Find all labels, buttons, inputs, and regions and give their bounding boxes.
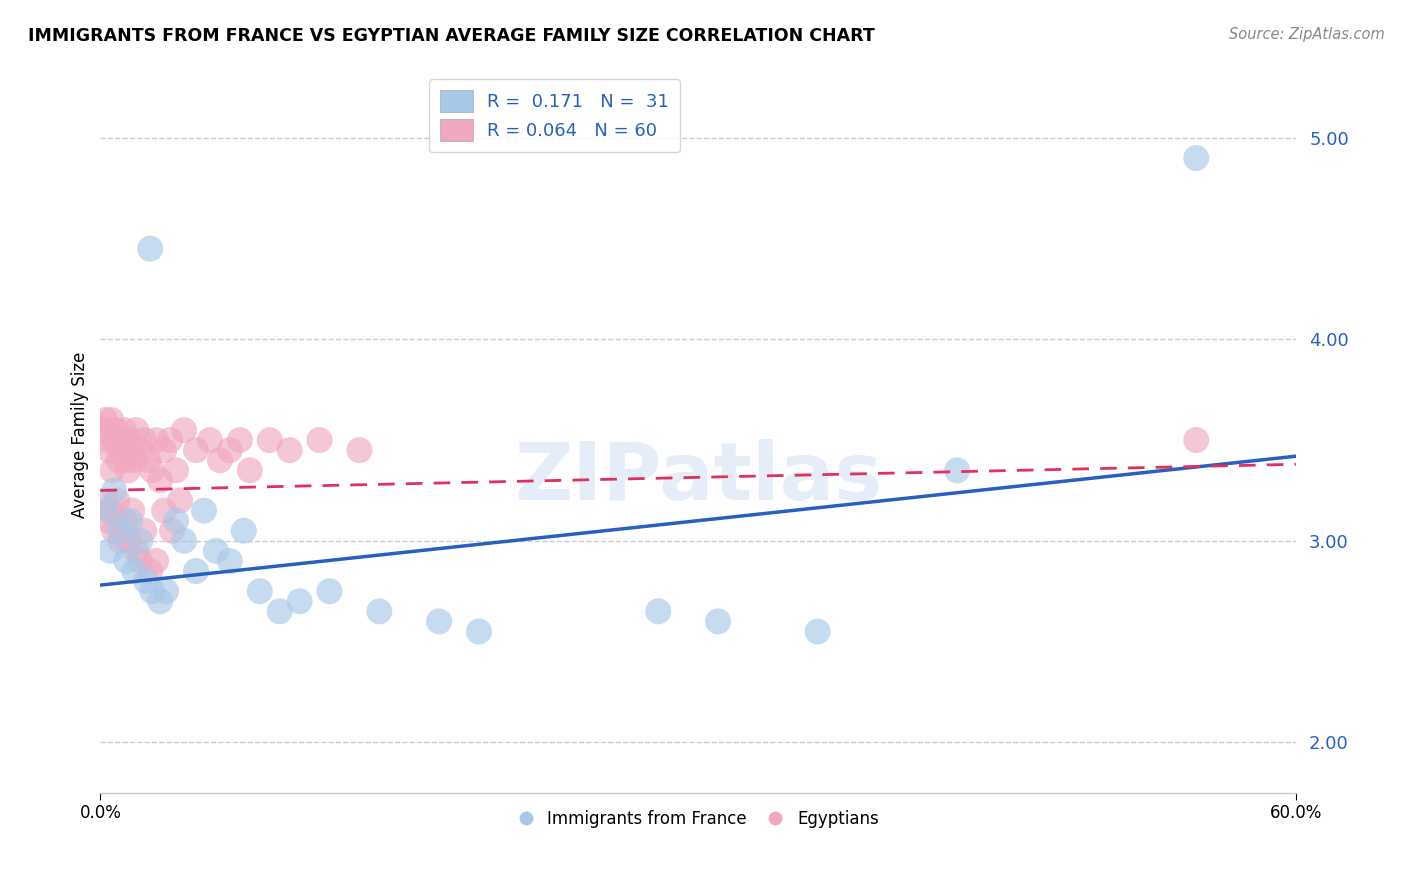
Point	[368, 604, 391, 618]
Point	[122, 564, 145, 578]
Point	[94, 493, 117, 508]
Point	[169, 493, 191, 508]
Point	[1185, 151, 1208, 165]
Point	[1185, 433, 1208, 447]
Point	[110, 533, 132, 548]
Point	[100, 413, 122, 427]
Point	[112, 423, 135, 437]
Point	[91, 423, 114, 437]
Point	[112, 514, 135, 528]
Point	[145, 433, 167, 447]
Point	[139, 242, 162, 256]
Point	[105, 423, 128, 437]
Point	[136, 453, 159, 467]
Point	[218, 443, 240, 458]
Point	[173, 423, 195, 437]
Y-axis label: Average Family Size: Average Family Size	[72, 351, 89, 518]
Point	[198, 433, 221, 447]
Point	[111, 443, 134, 458]
Point	[141, 463, 163, 477]
Point	[155, 584, 177, 599]
Point	[134, 433, 156, 447]
Point	[96, 503, 118, 517]
Point	[105, 493, 128, 508]
Point	[98, 544, 121, 558]
Point	[153, 443, 176, 458]
Point	[120, 514, 142, 528]
Point	[232, 524, 254, 538]
Point	[259, 433, 281, 447]
Text: IMMIGRANTS FROM FRANCE VS EGYPTIAN AVERAGE FAMILY SIZE CORRELATION CHART: IMMIGRANTS FROM FRANCE VS EGYPTIAN AVERA…	[28, 27, 875, 45]
Point	[193, 503, 215, 517]
Point	[349, 443, 371, 458]
Point	[122, 453, 145, 467]
Point	[117, 533, 139, 548]
Point	[129, 554, 152, 568]
Point	[125, 423, 148, 437]
Point	[249, 584, 271, 599]
Point	[115, 453, 138, 467]
Point	[468, 624, 491, 639]
Point	[103, 433, 125, 447]
Point	[103, 524, 125, 538]
Point	[121, 443, 143, 458]
Point	[125, 544, 148, 558]
Point	[101, 463, 124, 477]
Point	[239, 463, 262, 477]
Point	[103, 483, 125, 498]
Point	[807, 624, 830, 639]
Point	[318, 584, 340, 599]
Point	[707, 615, 730, 629]
Point	[165, 463, 187, 477]
Point	[165, 514, 187, 528]
Point	[427, 615, 450, 629]
Point	[110, 524, 132, 538]
Point	[153, 503, 176, 517]
Point	[98, 443, 121, 458]
Text: Source: ZipAtlas.com: Source: ZipAtlas.com	[1229, 27, 1385, 42]
Point	[129, 443, 152, 458]
Point	[229, 433, 252, 447]
Point	[269, 604, 291, 618]
Point	[149, 474, 172, 488]
Point	[173, 533, 195, 548]
Text: ZIPatlas: ZIPatlas	[515, 439, 882, 517]
Point	[160, 524, 183, 538]
Point	[117, 463, 139, 477]
Point	[94, 413, 117, 427]
Point	[946, 463, 969, 477]
Point	[149, 594, 172, 608]
Point	[278, 443, 301, 458]
Point	[159, 433, 181, 447]
Point	[110, 433, 132, 447]
Point	[96, 433, 118, 447]
Point	[115, 554, 138, 568]
Point	[141, 584, 163, 599]
Point	[97, 514, 120, 528]
Point	[120, 433, 142, 447]
Point	[205, 544, 228, 558]
Point	[135, 574, 157, 588]
Point	[139, 564, 162, 578]
Point	[184, 564, 207, 578]
Point	[308, 433, 330, 447]
Point	[100, 503, 122, 517]
Point	[107, 453, 129, 467]
Point	[145, 554, 167, 568]
Legend: Immigrants from France, Egyptians: Immigrants from France, Egyptians	[510, 803, 886, 834]
Point	[129, 533, 152, 548]
Point	[208, 453, 231, 467]
Point	[288, 594, 311, 608]
Point	[121, 503, 143, 517]
Point	[218, 554, 240, 568]
Point	[184, 443, 207, 458]
Point	[647, 604, 669, 618]
Point	[134, 524, 156, 538]
